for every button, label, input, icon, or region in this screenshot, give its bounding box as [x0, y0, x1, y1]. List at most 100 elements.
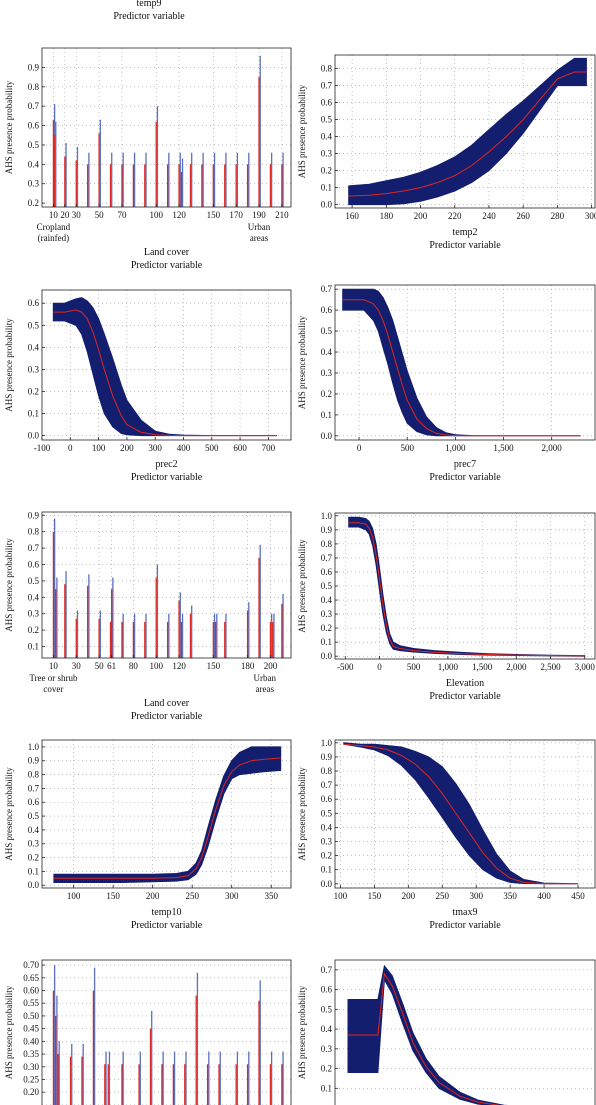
mean-line [53, 309, 277, 437]
x-tick-label: 400 [537, 891, 551, 901]
x-tick-label: -100 [34, 443, 51, 453]
y-tick-label: 0.4 [28, 825, 40, 835]
mean-line [348, 71, 587, 197]
x-axis-sublabel: Predictor variable [131, 711, 203, 722]
x-tick-label: 100 [149, 210, 163, 220]
y-tick-label: 0.5 [28, 811, 40, 821]
y-tick-label: 0.40 [23, 1036, 39, 1046]
x-axis-label: Elevation [446, 678, 484, 689]
y-tick-label: 0.0 [321, 431, 333, 441]
x-tick-label: 2,000 [542, 443, 563, 453]
plot-area [343, 742, 579, 885]
y-tick-label: 0.2 [321, 1064, 332, 1074]
mean-line [343, 743, 578, 885]
x-axis-label: Land cover [144, 247, 190, 258]
confidence-band [53, 746, 282, 883]
y-tick-label: 0.0 [28, 431, 40, 441]
x-tick-label: 50 [95, 661, 105, 671]
plot-area [348, 516, 586, 657]
x-tick-label: 500 [400, 443, 414, 453]
x-tick-label: 1,500 [472, 662, 493, 672]
x-tick-label: 2,500 [540, 662, 561, 672]
y-tick-label: 0.20 [23, 1087, 39, 1097]
x-tick-label: 120 [172, 661, 186, 671]
y-tick-label: 0.6 [28, 797, 40, 807]
y-tick-label: 0.60 [23, 986, 39, 996]
category-note: Cropland [37, 222, 71, 232]
y-tick-label: 0.3 [321, 1044, 333, 1054]
x-tick-label: 220 [448, 211, 462, 221]
y-tick-label: 0.8 [321, 766, 333, 776]
mean-line [348, 522, 585, 657]
x-tick-label: 300 [585, 211, 596, 221]
x-axis-sublabel: Predictor variable [131, 260, 203, 271]
x-axis-label: temp2 [453, 227, 478, 238]
y-tick-label: 0.2 [28, 625, 39, 635]
x-tick-label: 30 [72, 210, 82, 220]
y-tick-label: 0.2 [321, 389, 332, 399]
x-tick-label: 170 [229, 210, 243, 220]
y-tick-label: 0.7 [28, 783, 40, 793]
confidence-band [348, 57, 587, 206]
y-tick-label: 0.5 [321, 326, 333, 336]
x-tick-label: 280 [551, 211, 565, 221]
y-tick-label: 0.0 [321, 879, 333, 889]
y-tick-label: 0.4 [321, 132, 333, 142]
y-tick-label: 0.2 [321, 166, 332, 176]
confidence-band [343, 742, 579, 885]
x-axis-sublabel: Predictor variable [131, 472, 203, 483]
chart-temp10: 0.0 0.1 0.2 0.3 0.4 0.5 0.6 0.7 0.8 0.9 1.0 100 150 2… [4, 739, 292, 931]
x-tick-label: 1,000 [438, 662, 459, 672]
chart-bars3: 0.20 0.25 0.30 0.35 0.40 0.45 0.50 0.55 0.60 0.65… [4, 959, 292, 1105]
axes-frame [334, 54, 596, 209]
y-axis-label: AHS presence probability [297, 315, 307, 409]
y-tick-label: 0.7 [28, 101, 40, 111]
y-tick-label: 0.2 [28, 853, 39, 863]
y-tick-label: 0.3 [28, 839, 40, 849]
y-tick-label: 0.2 [28, 198, 39, 208]
y-tick-label: 0.8 [28, 82, 40, 92]
axes-frame [334, 959, 596, 1105]
x-axis-label: temp10 [152, 907, 182, 918]
category-note: areas [255, 684, 274, 694]
x-axis-label: prec7 [454, 459, 476, 470]
y-tick-label: 0.0 [321, 651, 333, 661]
y-tick-label: 0.5 [28, 140, 40, 150]
x-tick-label: 200 [264, 661, 278, 671]
y-tick-label: 0.8 [321, 539, 333, 549]
y-tick-label: 0.5 [321, 808, 333, 818]
y-tick-label: 0.6 [321, 794, 333, 804]
x-axis-label: Land cover [144, 698, 190, 709]
y-tick-label: 0.4 [321, 595, 333, 605]
y-tick-label: 0.1 [28, 866, 39, 876]
y-tick-label: 0.45 [23, 1024, 39, 1034]
y-tick-label: 0.2 [321, 851, 332, 861]
x-tick-label: 250 [436, 891, 450, 901]
x-tick-label: 200 [120, 443, 134, 453]
y-tick-label: 0.9 [321, 752, 333, 762]
y-tick-label: 0.70 [23, 960, 39, 970]
y-tick-label: 0.1 [321, 183, 332, 193]
x-tick-label: 190 [252, 210, 266, 220]
y-tick-label: 0.3 [28, 179, 40, 189]
chart-landcover2: 0.1 0.2 0.3 0.4 0.5 0.6 0.7 0.8 0.9 10 30 50 61 80 100… [4, 510, 292, 722]
y-tick-label: 0.6 [28, 559, 40, 569]
plot-area [52, 55, 284, 207]
y-tick-label: 0.6 [321, 985, 333, 995]
y-tick-label: 1.0 [321, 738, 333, 748]
category-note: Urban [253, 673, 276, 683]
y-tick-label: 0.0 [28, 880, 40, 890]
x-tick-label: 200 [414, 211, 428, 221]
confidence-band [348, 516, 586, 657]
x-tick-label: 10 [49, 210, 59, 220]
axes-frame [41, 47, 292, 208]
category-note: cover [43, 684, 63, 694]
y-axis-label: AHS presence probability [4, 80, 14, 174]
y-tick-label: 0.4 [28, 342, 40, 352]
axes-frame [41, 959, 292, 1105]
y-tick-label: 0.7 [321, 780, 333, 790]
chart-elevation: 0.0 0.1 0.2 0.3 0.4 0.5 0.6 0.7 0.8 0.9 1.0 -500 0 50… [297, 511, 596, 702]
category-note: (rainfed) [38, 233, 69, 243]
x-tick-label: 200 [402, 891, 416, 901]
